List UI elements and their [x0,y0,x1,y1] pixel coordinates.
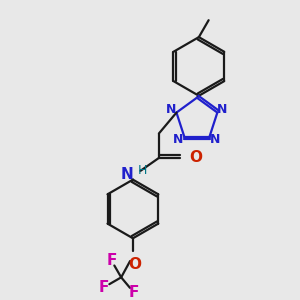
Text: N: N [217,103,227,116]
Text: O: O [128,257,141,272]
Text: O: O [189,151,202,166]
Text: N: N [210,133,220,146]
Text: F: F [106,253,117,268]
Text: F: F [129,285,139,300]
Text: N: N [173,133,184,146]
Text: F: F [99,280,110,295]
Text: H: H [138,164,147,177]
Text: N: N [165,103,176,116]
Text: N: N [120,167,133,182]
